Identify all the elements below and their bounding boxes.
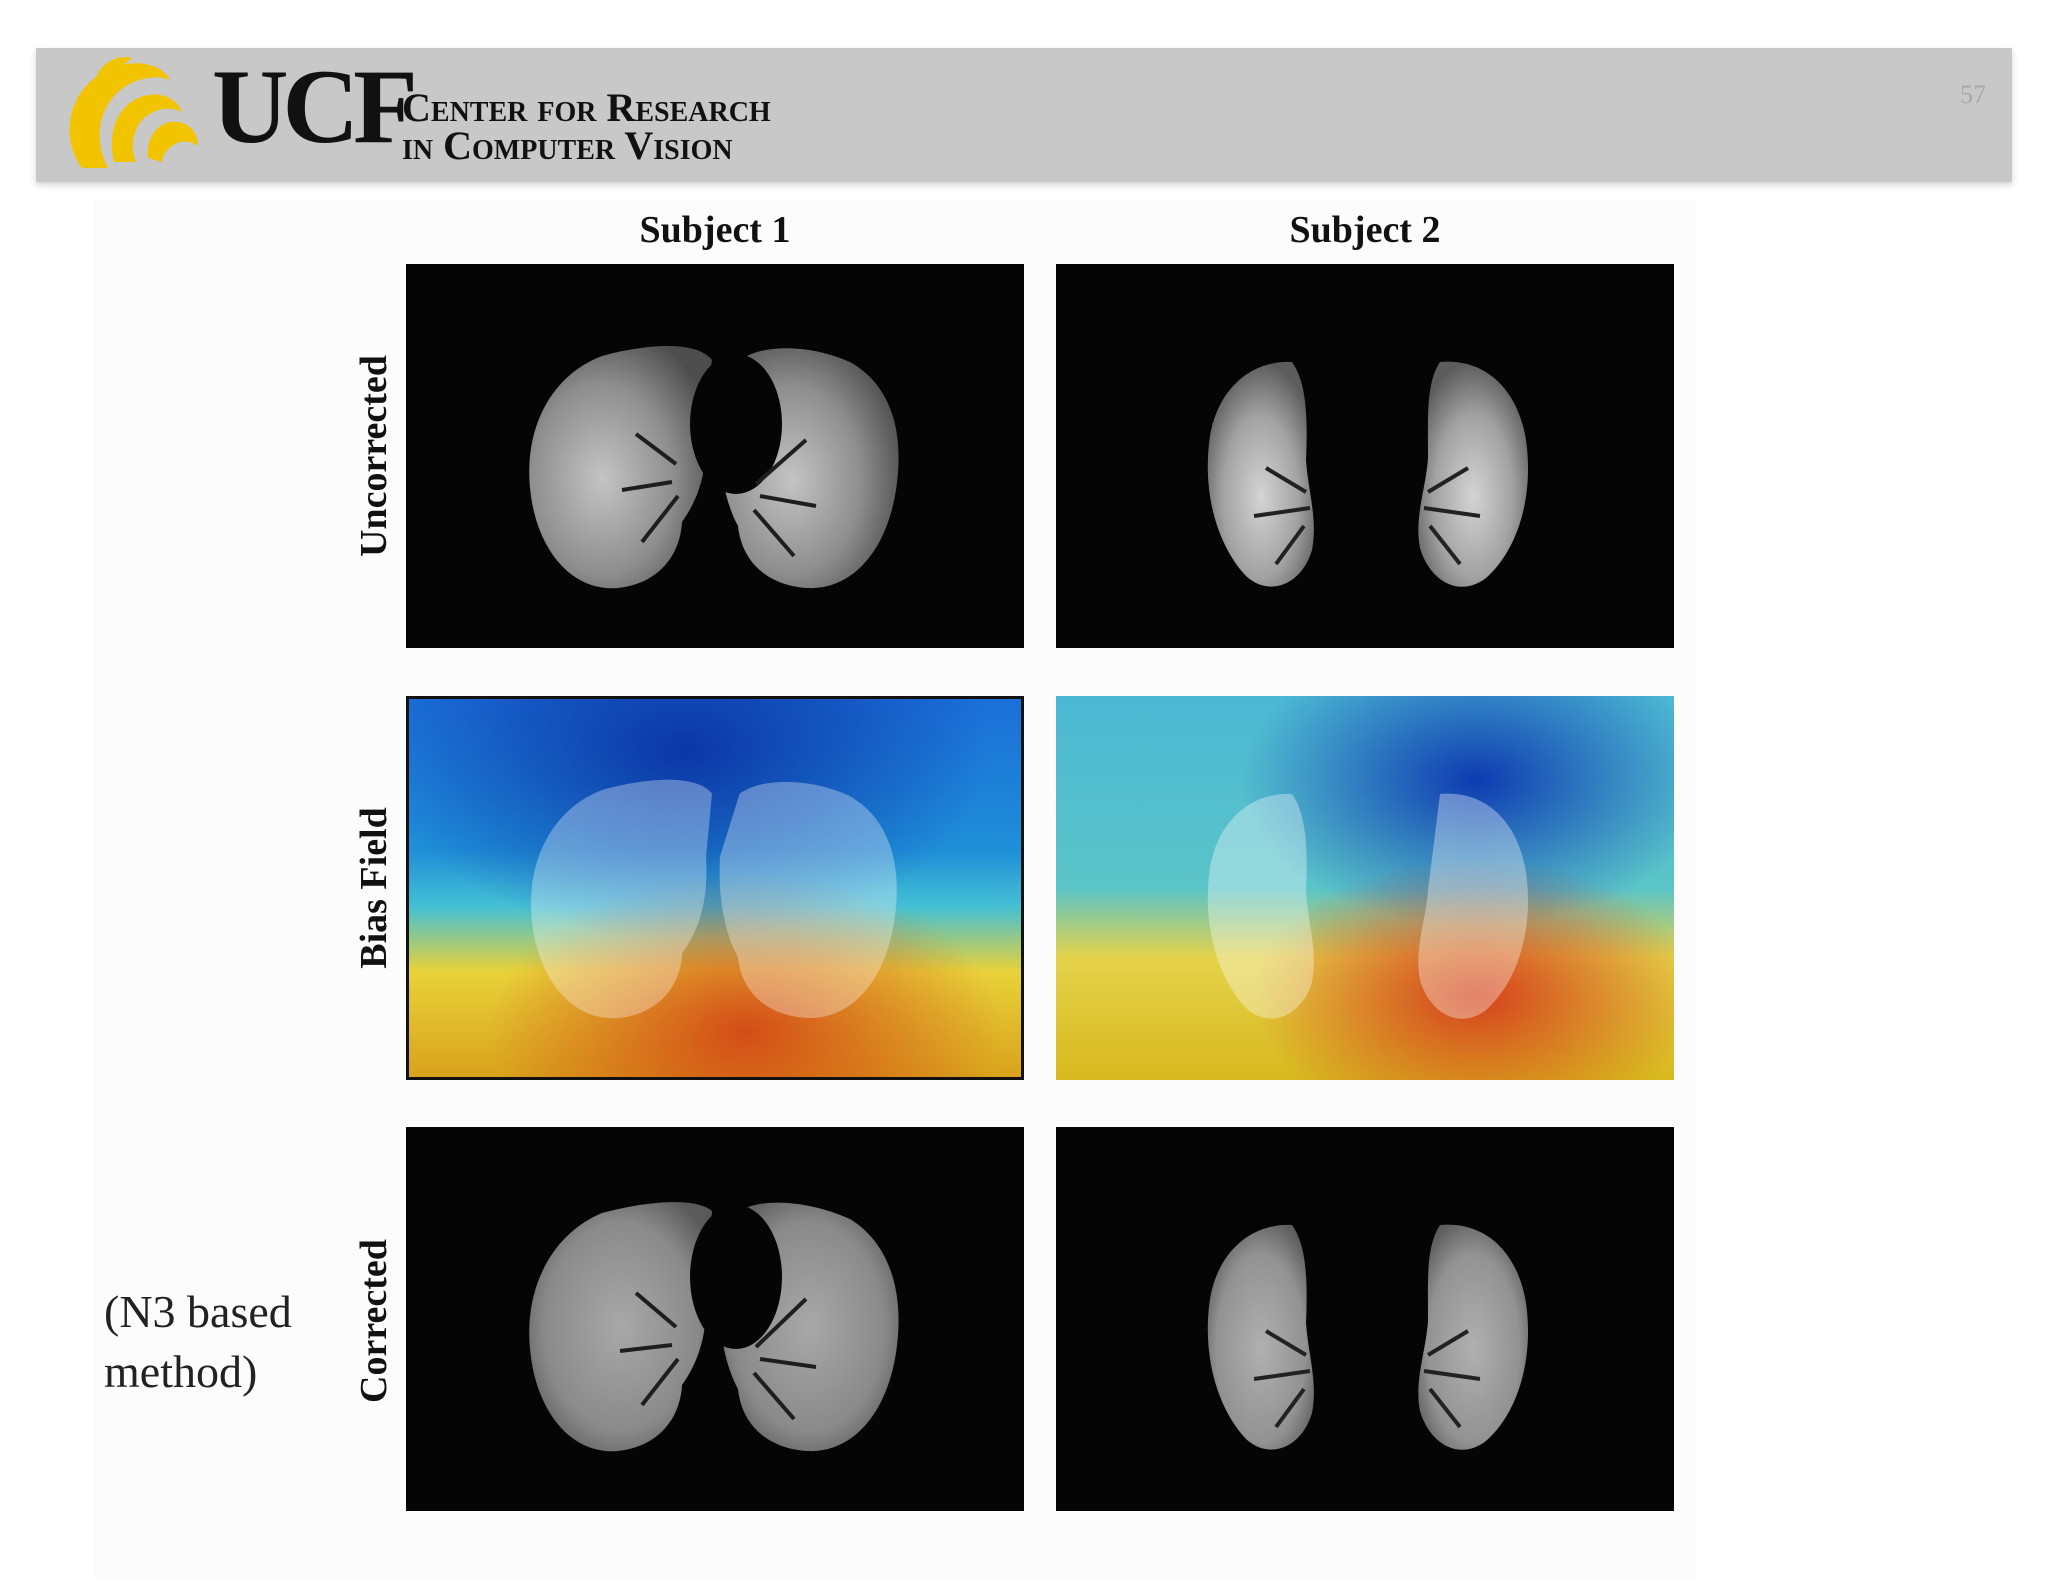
panel-uncorrected-subject-1 [406, 264, 1024, 648]
logo-subtitle-line1: Center for Research [402, 85, 771, 130]
bias-field-heatmap [1056, 696, 1674, 1080]
panel-corrected-subject-2 [1056, 1127, 1674, 1511]
column-title-subject-2: Subject 2 [1289, 209, 1441, 251]
row-label-corrected: Corrected [353, 1239, 395, 1403]
row-label-uncorrected: Uncorrected [353, 355, 395, 557]
column-title-subject-1: Subject 1 [639, 209, 791, 251]
lung-scan-image [406, 264, 1024, 648]
panel-uncorrected-subject-2 [1056, 264, 1674, 648]
slide-header: UCF Center for Research in Computer Visi… [36, 48, 2012, 182]
caption-line-1: (N3 based [104, 1286, 292, 1337]
slide-number: 57 [1960, 80, 1986, 109]
method-caption: (N3 based method) [104, 1282, 292, 1402]
panel-bias-field-subject-2 [1056, 696, 1674, 1080]
panel-corrected-subject-1 [406, 1127, 1024, 1511]
logo-subtitle-line2: in Computer Vision [402, 123, 733, 168]
lung-scan-image [1056, 1127, 1674, 1511]
panel-bias-field-subject-1 [406, 696, 1024, 1080]
row-label-bias-field: Bias Field [353, 807, 395, 969]
ucf-logo-text: UCF [212, 48, 418, 165]
lung-scan-image [1056, 264, 1674, 648]
pegasus-logo-icon [69, 56, 198, 168]
caption-line-2: method) [104, 1346, 258, 1397]
bias-field-heatmap [409, 699, 1021, 1077]
lung-scan-image [406, 1127, 1024, 1511]
